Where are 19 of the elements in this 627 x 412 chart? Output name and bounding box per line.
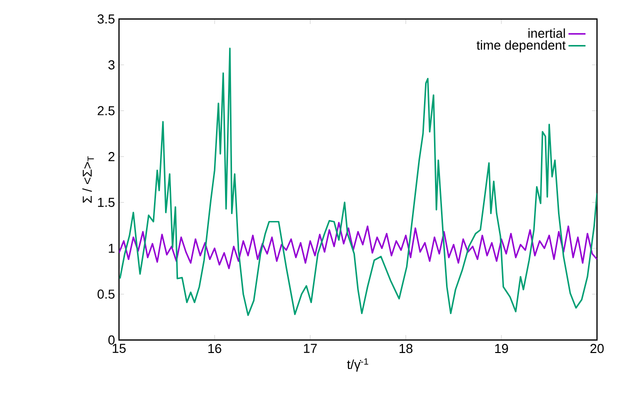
y-tick-label: 0.5 <box>98 290 115 299</box>
legend-label: time dependent <box>476 40 566 52</box>
x-tick-label: 17 <box>304 344 317 353</box>
y-tick-label: 3 <box>108 60 115 70</box>
y-tick-label: 0 <box>108 335 115 345</box>
x-tick-label: 16 <box>208 344 222 354</box>
x-axis-title: t/γ̇$^{-1}$ <box>347 358 368 372</box>
y-tick-label: 1 <box>108 244 114 253</box>
y-tick-label: 1.5 <box>98 198 115 207</box>
x-tick-label: 18 <box>400 344 412 354</box>
x-tick-label: 19 <box>495 344 508 354</box>
y-tick-label: 2 <box>108 152 114 162</box>
x-tick-label: 15 <box>112 344 126 353</box>
legend-label: inertial <box>528 28 565 38</box>
x-tick-label: 20 <box>590 344 604 354</box>
y-tick-label: 2.5 <box>98 106 115 116</box>
line-series <box>119 222 598 270</box>
y-tick-label: 3.5 <box>98 14 115 24</box>
y-axis-title: Σ / <Σ>$_{T}$ <box>82 156 94 203</box>
